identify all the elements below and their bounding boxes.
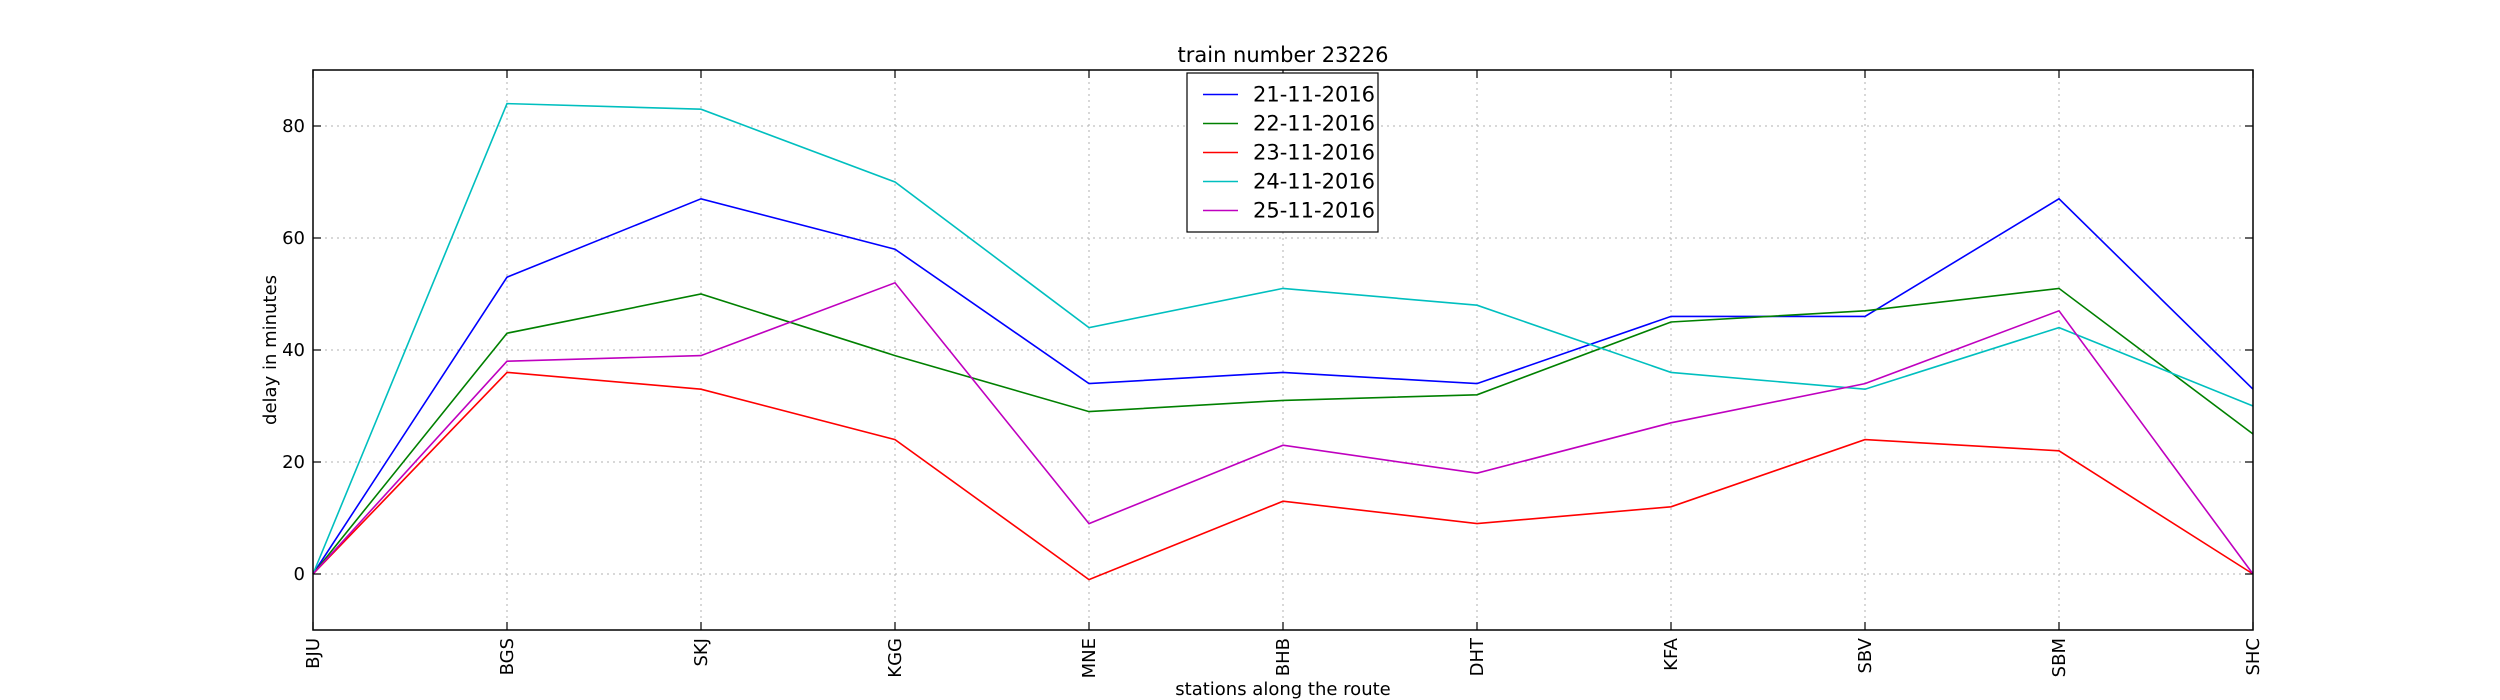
x-tick-label: SBV <box>1855 637 1876 673</box>
x-tick-label: BGS <box>497 638 518 675</box>
series-line-24-11-2016 <box>312 102 2254 575</box>
x-tick-label: KGG <box>885 638 906 678</box>
series-line-21-11-2016 <box>312 197 2254 575</box>
y-tick-label: 80 <box>282 116 305 137</box>
chart-title: train number 23226 <box>1178 43 1389 67</box>
y-tick-label: 40 <box>282 340 305 361</box>
series-lines <box>312 102 2254 581</box>
x-tick-label: MNE <box>1079 638 1100 678</box>
legend-label: 22-11-2016 <box>1253 112 1375 136</box>
x-tick-label: SKJ <box>691 638 712 667</box>
series-line-22-11-2016 <box>312 287 2254 575</box>
legend-label: 24-11-2016 <box>1253 170 1375 194</box>
x-tick-label: DHT <box>1467 637 1488 676</box>
x-tick-label: KFA <box>1661 637 1682 671</box>
y-axis-title: delay in minutes <box>260 275 281 425</box>
x-axis-ticks: BJU BGS SKJ KGG MNE BHB DHT KFA SBV SBM SHC <box>303 70 2264 678</box>
legend-label: 21-11-2016 <box>1253 83 1375 107</box>
y-tick-label: 60 <box>282 228 305 249</box>
x-tick-label: BHB <box>1273 638 1294 676</box>
legend-label: 23-11-2016 <box>1253 141 1375 165</box>
y-axis-ticks: 0 20 40 60 80 <box>282 116 2253 585</box>
y-tick-label: 20 <box>282 452 305 473</box>
y-tick-label: 0 <box>294 564 305 585</box>
legend-label: 25-11-2016 <box>1253 199 1375 223</box>
legend: 21-11-2016 22-11-2016 23-11-2016 24-11-2016… <box>1186 72 1379 233</box>
series-line-25-11-2016 <box>312 281 2254 575</box>
x-tick-label: SBM <box>2049 638 2070 677</box>
x-tick-label: SHC <box>2243 638 2264 676</box>
x-axis-title: stations along the route <box>1175 679 1390 700</box>
x-tick-label: BJU <box>303 638 324 669</box>
series-line-23-11-2016 <box>312 371 2254 581</box>
